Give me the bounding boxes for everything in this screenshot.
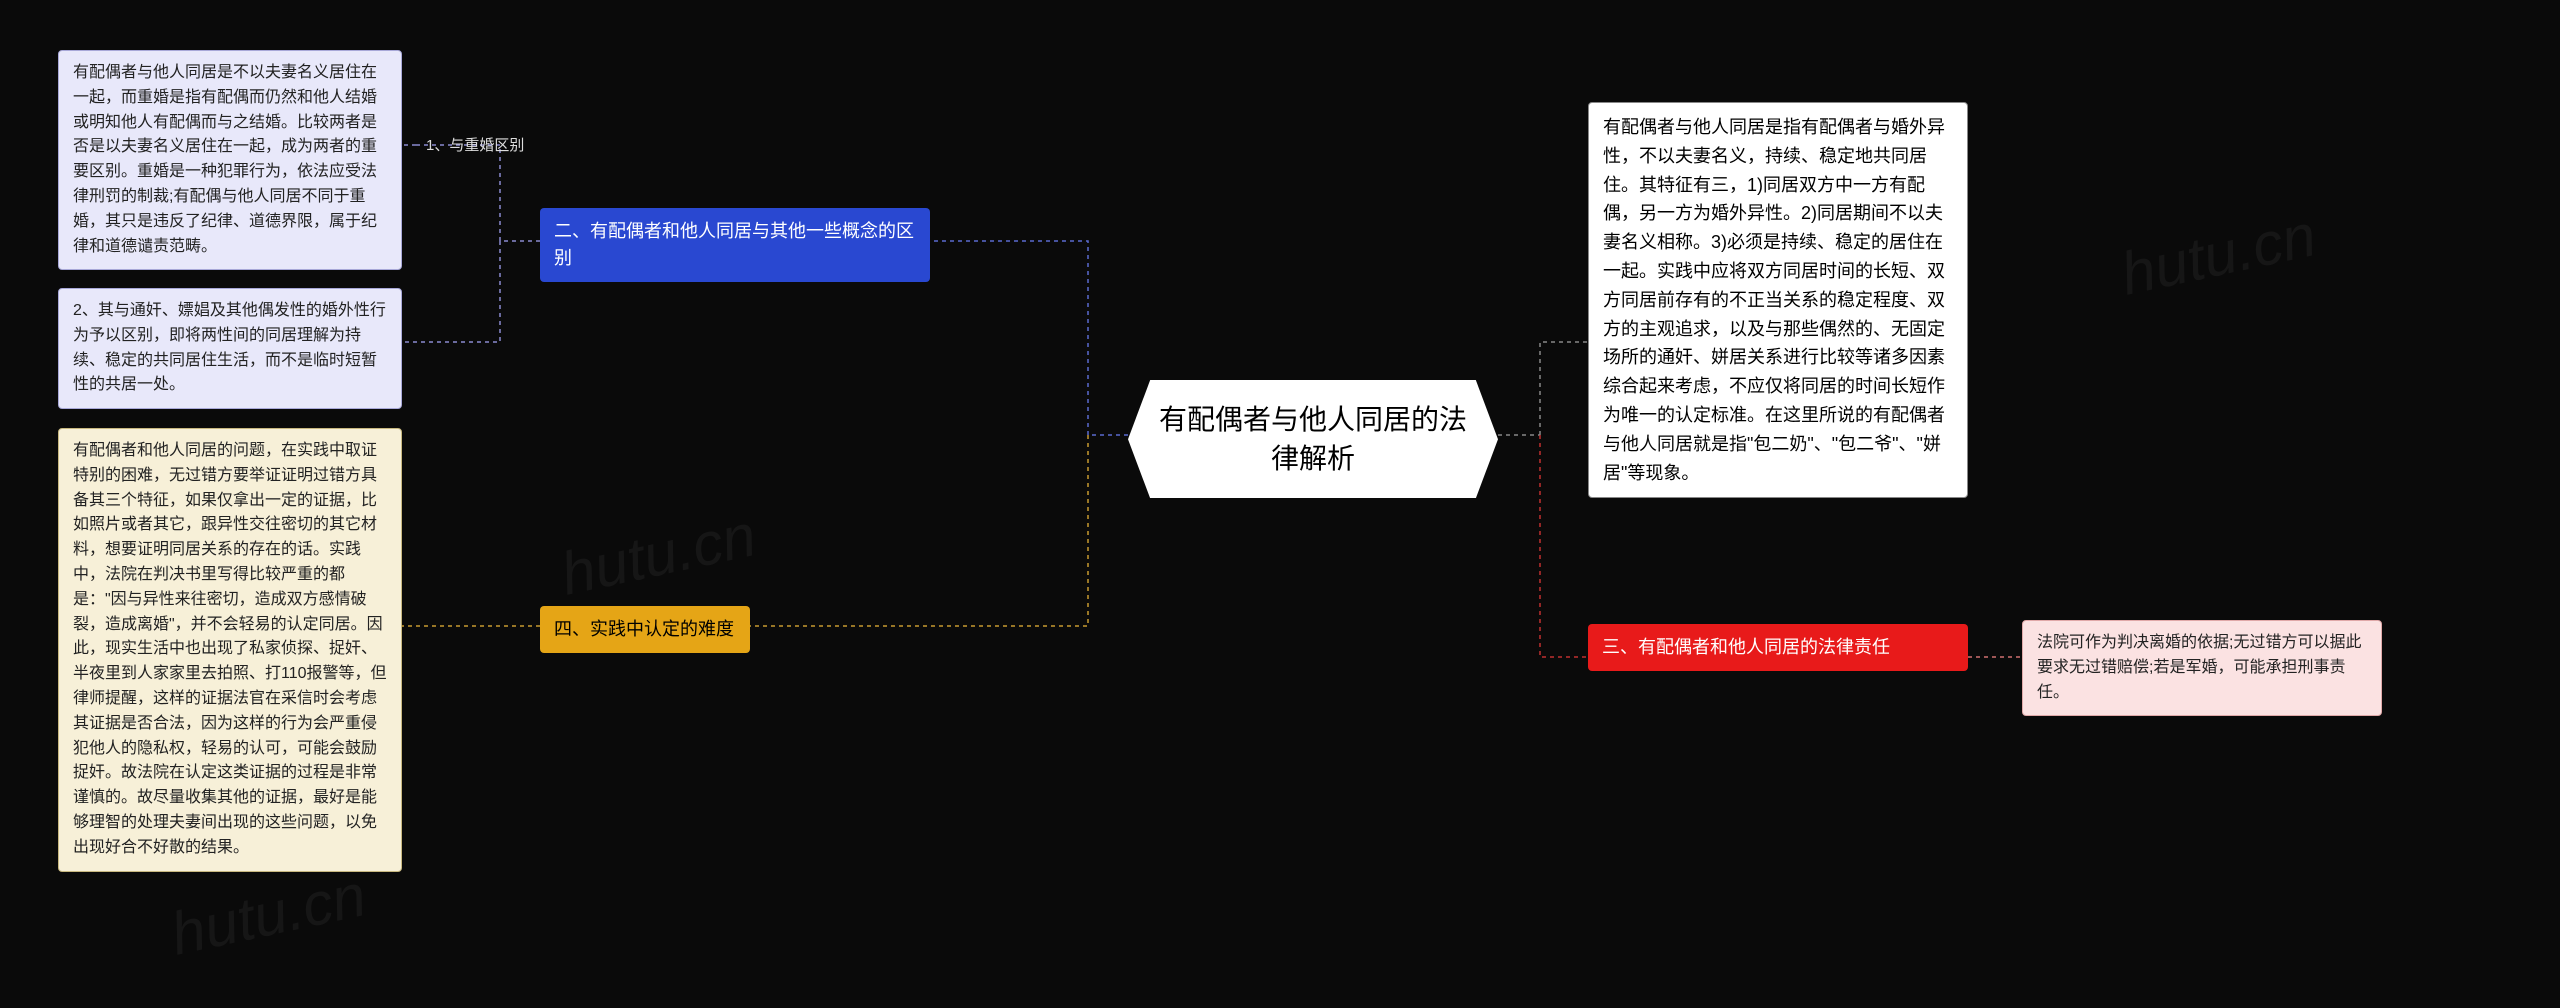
watermark: hutu.cn [2115,200,2322,308]
leaf-text: 法院可作为判决离婚的依据;无过错方可以据此要求无过错赔偿;若是军婚，可能承担刑事… [2037,634,2361,701]
section-2-child-1-label: 1、与重婚区别 [416,128,540,163]
section-2-title: 二、有配偶者和他人同居与其他一些概念的区别 [554,221,914,268]
definition-node: 有配偶者与他人同居是指有配偶者与婚外异性，不以夫妻名义，持续、稳定地共同居住。其… [1588,102,1968,498]
definition-text: 有配偶者与他人同居是指有配偶者与婚外异性，不以夫妻名义，持续、稳定地共同居住。其… [1603,117,1945,483]
watermark: hutu.cn [555,500,762,608]
center-title: 有配偶者与他人同居的法律解析 [1159,404,1467,474]
section-4-leaf: 有配偶者和他人同居的问题，在实践中取证特别的困难，无过错方要举证证明过错方具备其… [58,428,402,872]
section-2-leaf-2: 2、其与通奸、嫖娼及其他偶发性的婚外性行为予以区别，即将两性间的同居理解为持续、… [58,288,402,409]
watermark: hutu.cn [165,860,372,968]
leaf-text: 有配偶者和他人同居的问题，在实践中取证特别的困难，无过错方要举证证明过错方具备其… [73,442,387,856]
section-3-title: 三、有配偶者和他人同居的法律责任 [1602,637,1890,657]
section-3: 三、有配偶者和他人同居的法律责任 [1588,624,1968,671]
center-node: 有配偶者与他人同居的法律解析 [1128,380,1498,498]
section-4-title: 四、实践中认定的难度 [554,619,734,639]
leaf-text: 有配偶者与他人同居是不以夫妻名义居住在一起，而重婚是指有配偶而仍然和他人结婚或明… [73,64,377,255]
section-4: 四、实践中认定的难度 [540,606,750,653]
section-2-leaf-1: 有配偶者与他人同居是不以夫妻名义居住在一起，而重婚是指有配偶而仍然和他人结婚或明… [58,50,402,270]
label-text: 1、与重婚区别 [426,137,524,154]
section-2: 二、有配偶者和他人同居与其他一些概念的区别 [540,208,930,282]
section-3-leaf: 法院可作为判决离婚的依据;无过错方可以据此要求无过错赔偿;若是军婚，可能承担刑事… [2022,620,2382,716]
leaf-text: 2、其与通奸、嫖娼及其他偶发性的婚外性行为予以区别，即将两性间的同居理解为持续、… [73,302,386,393]
